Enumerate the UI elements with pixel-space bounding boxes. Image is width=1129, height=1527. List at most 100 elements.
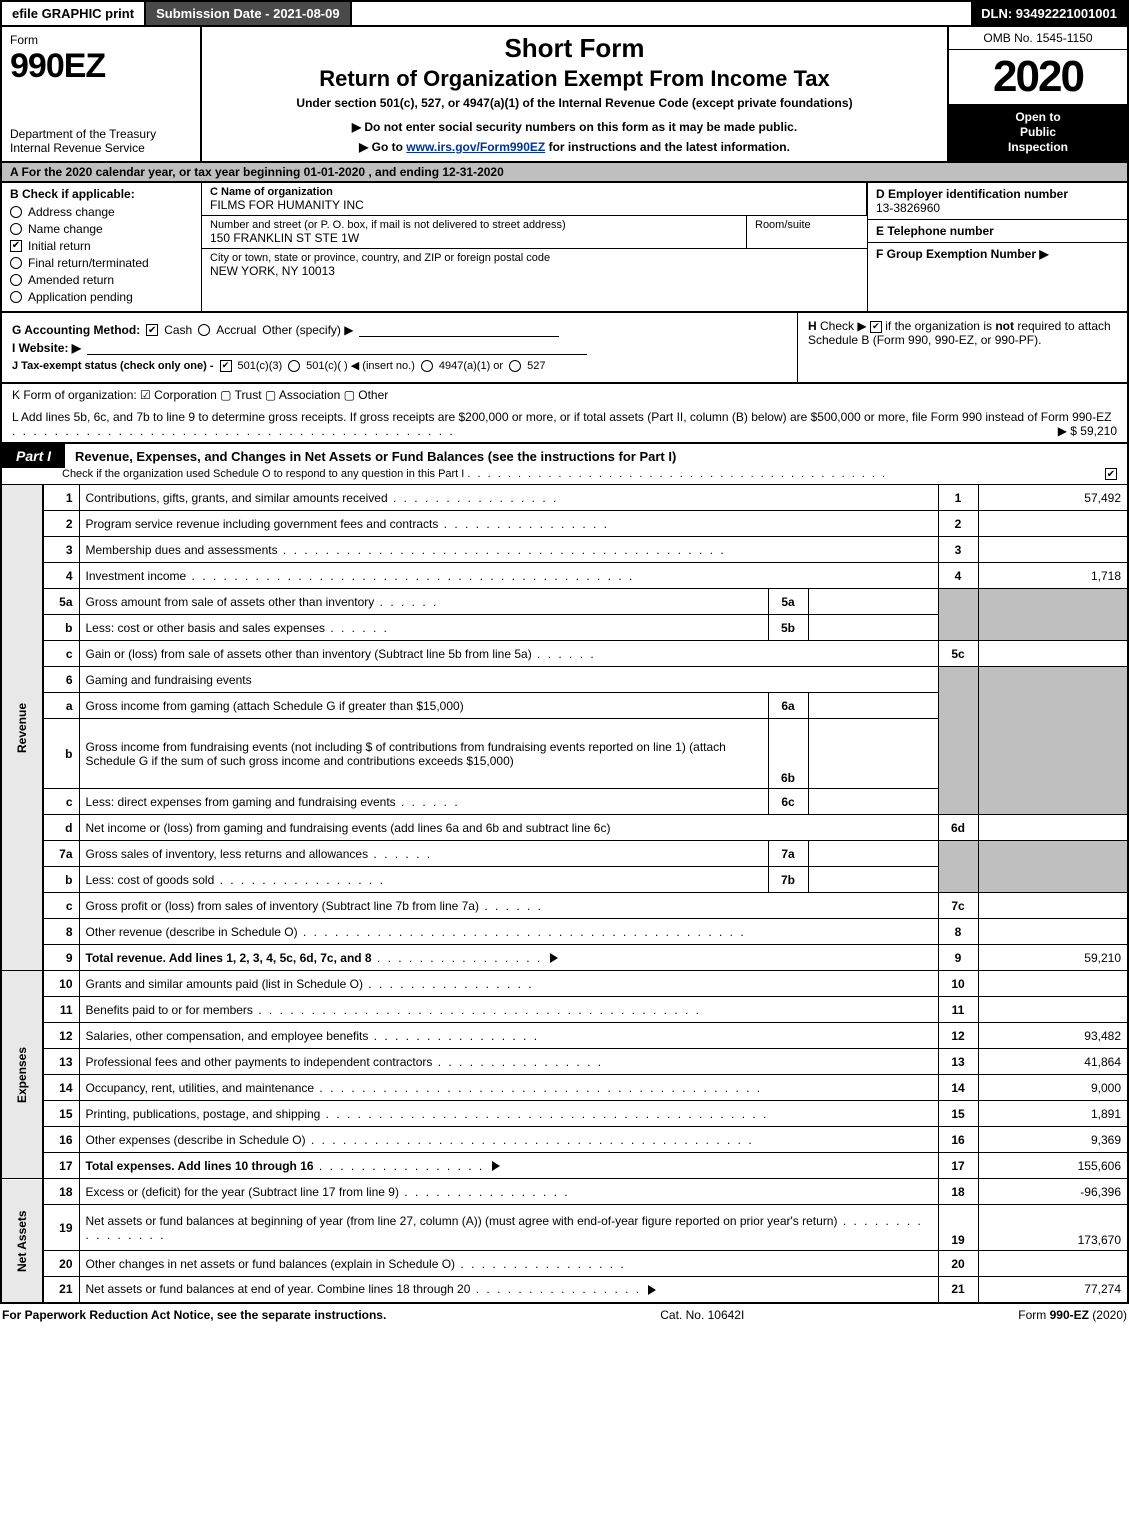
title-short-form: Short Form <box>212 33 937 64</box>
ln-7b: b <box>43 867 79 893</box>
ln-5c-desc: Gain or (loss) from sale of assets other… <box>79 641 938 667</box>
checkbox-row: Final return/terminated <box>10 256 193 270</box>
addr-value: 150 FRANKLIN ST STE 1W <box>210 231 738 245</box>
j-527-checkbox[interactable] <box>509 360 521 372</box>
checkbox[interactable] <box>10 206 22 218</box>
ln-4-amt: 1,718 <box>978 563 1128 589</box>
efile-print-button[interactable]: efile GRAPHIC print <box>2 2 146 25</box>
expenses-side-label: Expenses <box>1 971 43 1179</box>
ln-9: 9 <box>43 945 79 971</box>
grey-6-amt <box>978 667 1128 815</box>
omb-number: OMB No. 1545-1150 <box>949 27 1127 50</box>
checkbox[interactable] <box>10 223 22 235</box>
insp-1: Open to <box>953 110 1123 125</box>
ln-6d-desc: Net income or (loss) from gaming and fun… <box>79 815 938 841</box>
ln-5a-val <box>808 589 938 615</box>
ln-6d: d <box>43 815 79 841</box>
ln-6a-desc: Gross income from gaming (attach Schedul… <box>79 693 768 719</box>
ln-7a-sub: 7a <box>768 841 808 867</box>
h-checkbox[interactable]: ✔ <box>870 321 882 333</box>
ln-4: 4 <box>43 563 79 589</box>
j-4947-checkbox[interactable] <box>421 360 433 372</box>
ln-20-amt <box>978 1251 1128 1277</box>
addr-label: Number and street (or P. O. box, if mail… <box>210 219 738 231</box>
ln-18-num: 18 <box>938 1179 978 1205</box>
g-other-blank[interactable] <box>359 323 559 337</box>
checkbox[interactable] <box>10 274 22 286</box>
ln-5a: 5a <box>43 589 79 615</box>
ln-1-num: 1 <box>938 485 978 511</box>
grey-5 <box>938 589 978 641</box>
ln-19-num: 19 <box>938 1205 978 1251</box>
form-number: 990EZ <box>10 47 192 86</box>
ln-6a: a <box>43 693 79 719</box>
col-def: D Employer identification number 13-3826… <box>867 183 1127 311</box>
ln-7a-desc: Gross sales of inventory, less returns a… <box>79 841 768 867</box>
j-501c3-checkbox[interactable]: ✔ <box>220 360 232 372</box>
dln: DLN: 93492221001001 <box>971 2 1127 25</box>
ln-20-desc: Other changes in net assets or fund bala… <box>79 1251 938 1277</box>
ln-1-amt: 57,492 <box>978 485 1128 511</box>
netassets-side-label: Net Assets <box>1 1179 43 1303</box>
irs-link[interactable]: www.irs.gov/Form990EZ <box>406 140 545 154</box>
group-exemption-label: F Group Exemption Number ▶ <box>876 247 1119 261</box>
ln-3-desc: Membership dues and assessments <box>79 537 938 563</box>
ln-6c-desc: Less: direct expenses from gaming and fu… <box>79 789 768 815</box>
header-right: OMB No. 1545-1150 2020 Open to Public In… <box>947 27 1127 161</box>
ln-15-desc: Printing, publications, postage, and shi… <box>79 1101 938 1127</box>
ln-5a-sub: 5a <box>768 589 808 615</box>
ln-7a: 7a <box>43 841 79 867</box>
checkbox-label: Amended return <box>28 273 114 287</box>
dots <box>467 468 887 480</box>
part-1-header: Part I Revenue, Expenses, and Changes in… <box>0 444 1129 468</box>
open-to-public: Open to Public Inspection <box>949 104 1127 161</box>
ln-7b-desc: Less: cost of goods sold <box>79 867 768 893</box>
ln-6b-desc: Gross income from fundraising events (no… <box>79 719 768 789</box>
ln-13-desc: Professional fees and other payments to … <box>79 1049 938 1075</box>
ln-14: 14 <box>43 1075 79 1101</box>
ln-15-amt: 1,891 <box>978 1101 1128 1127</box>
ln-5c: c <box>43 641 79 667</box>
submission-date: Submission Date - 2021-08-09 <box>146 2 352 25</box>
checkbox[interactable]: ✔ <box>10 240 22 252</box>
g-other-label: Other (specify) ▶ <box>262 323 353 337</box>
header-left: Form 990EZ Department of the Treasury In… <box>2 27 202 161</box>
revenue-side-label: Revenue <box>1 485 43 971</box>
ln-8: 8 <box>43 919 79 945</box>
ln-3-num: 3 <box>938 537 978 563</box>
ln-13-num: 13 <box>938 1049 978 1075</box>
link-suffix: for instructions and the latest informat… <box>545 140 790 154</box>
ln-15-num: 15 <box>938 1101 978 1127</box>
ln-6b-val <box>808 719 938 789</box>
ghij-left: G Accounting Method: ✔ Cash Accrual Othe… <box>2 313 797 382</box>
checkbox[interactable] <box>10 291 22 303</box>
h-block: H Check ▶ ✔ if the organization is not r… <box>797 313 1127 382</box>
org-name-value: FILMS FOR HUMANITY INC <box>210 198 858 212</box>
i-website-blank[interactable] <box>87 341 587 355</box>
row-l: L Add lines 5b, 6c, and 7b to line 9 to … <box>0 406 1129 444</box>
checkbox[interactable] <box>10 257 22 269</box>
ln-16-num: 16 <box>938 1127 978 1153</box>
grey-5-amt <box>978 589 1128 641</box>
ln-10-num: 10 <box>938 971 978 997</box>
ln-17-desc: Total expenses. Add lines 10 through 16 <box>79 1153 938 1179</box>
j-4947: 4947(a)(1) or <box>439 360 503 372</box>
g-cash-checkbox[interactable]: ✔ <box>146 324 158 336</box>
j-501c-checkbox[interactable] <box>288 360 300 372</box>
ln-14-num: 14 <box>938 1075 978 1101</box>
g-accrual-checkbox[interactable] <box>198 324 210 336</box>
ln-11-amt <box>978 997 1128 1023</box>
part-1-schedule-o-checkbox[interactable]: ✔ <box>1105 468 1117 480</box>
checkbox-row: Address change <box>10 205 193 219</box>
ln-17-amt: 155,606 <box>978 1153 1128 1179</box>
ln-7c-desc: Gross profit or (loss) from sales of inv… <box>79 893 938 919</box>
ln-2: 2 <box>43 511 79 537</box>
ln-21-desc: Net assets or fund balances at end of ye… <box>79 1277 938 1303</box>
form-header: Form 990EZ Department of the Treasury In… <box>0 25 1129 163</box>
ln-5b: b <box>43 615 79 641</box>
insp-3: Inspection <box>953 140 1123 155</box>
part-1-tag: Part I <box>2 444 65 468</box>
instructions-link-line: ▶ Go to www.irs.gov/Form990EZ for instru… <box>212 140 937 154</box>
checkbox-label: Initial return <box>28 239 91 253</box>
ln-4-desc: Investment income <box>79 563 938 589</box>
